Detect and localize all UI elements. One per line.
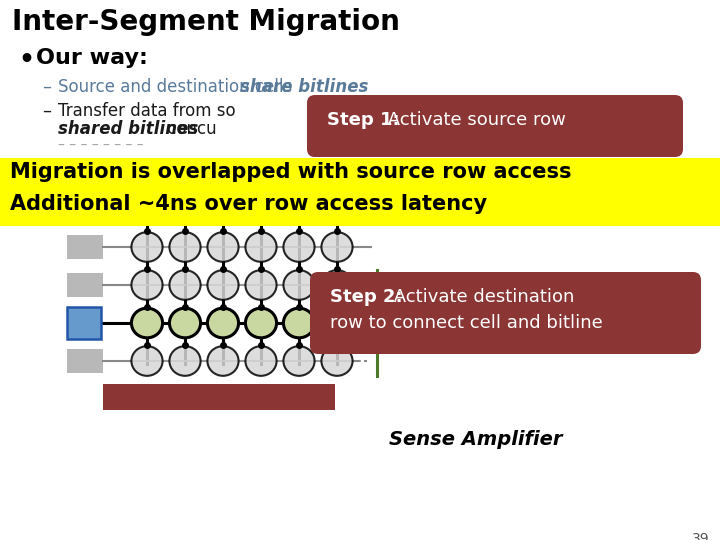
Ellipse shape xyxy=(284,346,315,376)
Ellipse shape xyxy=(246,308,276,338)
Text: Inter-Segment Migration: Inter-Segment Migration xyxy=(12,8,400,36)
Ellipse shape xyxy=(207,308,238,338)
Text: Transfer data from so: Transfer data from so xyxy=(58,102,235,120)
Ellipse shape xyxy=(132,308,163,338)
Text: Step 1:: Step 1: xyxy=(327,111,400,129)
Text: share bitlines: share bitlines xyxy=(240,78,369,96)
Bar xyxy=(103,384,335,410)
Ellipse shape xyxy=(284,270,315,300)
Text: Step 2:: Step 2: xyxy=(330,288,402,306)
Text: Activate source row: Activate source row xyxy=(382,111,566,129)
Ellipse shape xyxy=(246,232,276,262)
Ellipse shape xyxy=(207,346,238,376)
Ellipse shape xyxy=(169,270,201,300)
Ellipse shape xyxy=(246,346,276,376)
Ellipse shape xyxy=(207,232,238,262)
Ellipse shape xyxy=(207,270,238,300)
Text: Our way:: Our way: xyxy=(36,48,148,68)
Text: Sense Amplifier: Sense Amplifier xyxy=(389,430,562,449)
Text: row to connect cell and bitline: row to connect cell and bitline xyxy=(330,314,603,332)
Text: Migration is overlapped with source row access: Migration is overlapped with source row … xyxy=(10,162,572,182)
Text: Additional ~4ns over row access latency: Additional ~4ns over row access latency xyxy=(10,194,487,214)
Ellipse shape xyxy=(132,346,163,376)
Ellipse shape xyxy=(321,270,353,300)
Polygon shape xyxy=(310,149,370,157)
Text: shared bitlines: shared bitlines xyxy=(58,120,198,138)
Polygon shape xyxy=(333,321,375,346)
Text: Near Segment: Near Segment xyxy=(389,306,534,324)
Bar xyxy=(67,235,103,259)
FancyBboxPatch shape xyxy=(307,95,683,157)
Text: Activate destination: Activate destination xyxy=(388,288,575,306)
Ellipse shape xyxy=(321,232,353,262)
Ellipse shape xyxy=(321,346,353,376)
Text: Source and destination cells: Source and destination cells xyxy=(58,78,297,96)
Text: –: – xyxy=(42,78,51,96)
Text: concu: concu xyxy=(162,120,217,138)
Ellipse shape xyxy=(169,346,201,376)
Ellipse shape xyxy=(169,232,201,262)
Text: –: – xyxy=(42,102,51,120)
Text: Iso          Transistor: Iso Transistor xyxy=(389,286,553,300)
Text: 39: 39 xyxy=(693,532,710,540)
Ellipse shape xyxy=(284,232,315,262)
Text: •: • xyxy=(18,48,34,72)
Bar xyxy=(67,273,103,298)
FancyBboxPatch shape xyxy=(310,272,701,354)
Ellipse shape xyxy=(321,308,353,338)
Text: – – – – – – – –: – – – – – – – – xyxy=(58,138,143,152)
Ellipse shape xyxy=(284,308,315,338)
Ellipse shape xyxy=(246,270,276,300)
Ellipse shape xyxy=(132,232,163,262)
Bar xyxy=(67,307,101,339)
Ellipse shape xyxy=(132,270,163,300)
Bar xyxy=(0,158,720,226)
Bar xyxy=(67,349,103,373)
Ellipse shape xyxy=(169,308,201,338)
